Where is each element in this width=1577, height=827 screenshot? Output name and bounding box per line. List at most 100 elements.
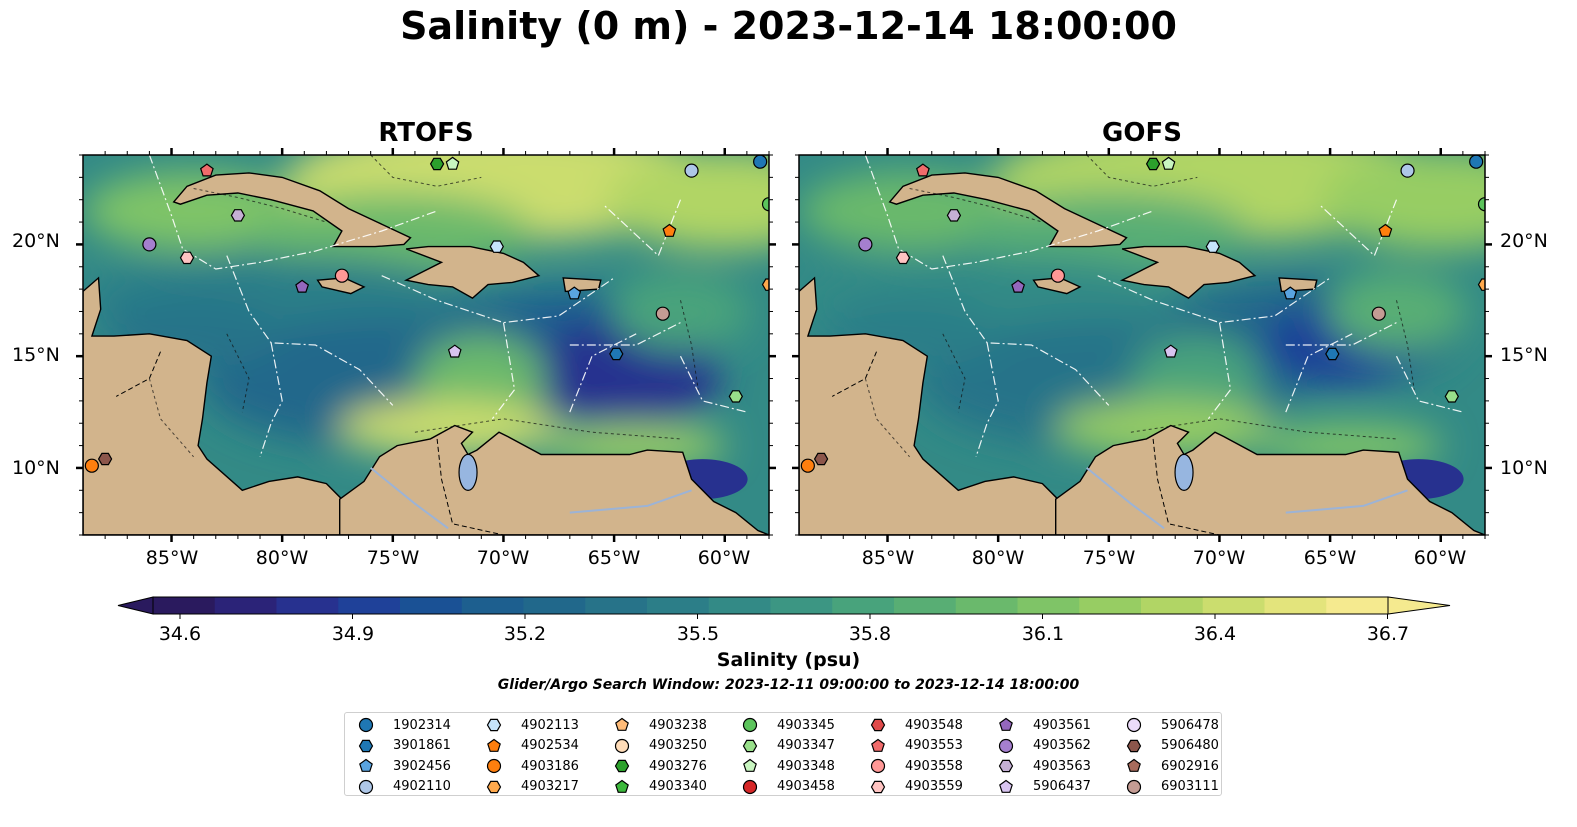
- lon-label-65w-gofs: 65°W: [1303, 547, 1357, 569]
- legend-marker-shape: [486, 718, 502, 732]
- legend-label: 4902113: [521, 717, 579, 733]
- legend-label: 3901861: [393, 738, 451, 753]
- legend-item-5906480: 5906480: [1125, 736, 1219, 756]
- legend-item-4903347: 4903347: [741, 736, 835, 756]
- colorbar-segment: [1079, 597, 1142, 614]
- lake-maracaibo: [458, 453, 478, 492]
- legend-marker-icon: [486, 780, 502, 793]
- float-marker-4902534: [1378, 223, 1393, 237]
- legend-marker-icon: [614, 759, 630, 773]
- colorbar-segment: [276, 597, 339, 614]
- legend-marker-icon: [1127, 758, 1141, 772]
- contour-line: [1130, 418, 1397, 440]
- legend-item-3902456: 3902456: [357, 756, 451, 776]
- legend-label: 4903348: [777, 758, 835, 774]
- legend-marker-icon: [615, 717, 629, 731]
- contour-line: [942, 333, 966, 413]
- legend-marker-shape: [358, 739, 374, 752]
- eez-line: [491, 322, 516, 420]
- legend: 1902314 3901861 3902456 4902110 4902113 49025…: [344, 712, 1222, 796]
- contour-line: [909, 188, 1043, 223]
- colorbar-segment: [647, 597, 710, 614]
- salinity-anomaly: [1320, 155, 1485, 250]
- lat-label-20n-left: 20°N: [12, 230, 60, 252]
- land-hispaniola: [1119, 245, 1257, 299]
- lat-label-10n-right: 10°N: [1500, 457, 1548, 479]
- float-marker-4903561: [295, 279, 310, 293]
- legend-label: 4903458: [777, 779, 835, 794]
- float-marker-4903186: [800, 458, 815, 473]
- colorbar-segment: [1264, 597, 1327, 614]
- legend-marker-icon: [615, 779, 629, 793]
- legend-marker-icon: [742, 717, 758, 733]
- float-marker-4903558: [1050, 268, 1066, 283]
- land-puertorico: [562, 277, 602, 293]
- eez-line: [602, 199, 682, 257]
- chart-title: Salinity (0 m) - 2023-12-14 18:00:00: [400, 4, 1177, 48]
- eez-line: [1097, 275, 1331, 324]
- legend-marker-shape: [998, 759, 1014, 773]
- legend-item-4902110: 4902110: [357, 777, 451, 797]
- float-marker-6903111: [655, 306, 670, 321]
- eez-line: [259, 342, 283, 457]
- lon-label-75w-gofs: 75°W: [1082, 547, 1136, 569]
- colorbar-extend-min: [117, 596, 154, 615]
- land-central: [799, 276, 1059, 535]
- legend-item-6902916: 6902916: [1125, 756, 1219, 776]
- eez-line: [1318, 199, 1398, 257]
- land-hispaniola: [403, 245, 541, 299]
- legend-label: 6903111: [1161, 779, 1219, 794]
- legend-label: 5906480: [1161, 738, 1219, 753]
- float-marker-4903276: [429, 157, 445, 171]
- legend-label: 1902314: [393, 717, 451, 733]
- bathymetry-contours: [148, 155, 699, 458]
- legend-label: 4903340: [649, 779, 707, 794]
- legend-label: 4903186: [521, 758, 579, 774]
- legend-marker-shape: [487, 738, 501, 752]
- colorbar-segment: [338, 597, 401, 614]
- salinity-anomaly: [604, 155, 769, 250]
- land-cuba: [888, 172, 1128, 248]
- river: [1086, 467, 1165, 530]
- float-marker-5906437: [447, 344, 462, 358]
- legend-item-5906437: 5906437: [997, 777, 1091, 797]
- legend-item-1902314: 1902314: [357, 715, 451, 735]
- legend-label: 5906437: [1033, 779, 1091, 794]
- float-marker-4903563: [230, 209, 246, 222]
- lon-label-65w-rtofs: 65°W: [587, 547, 641, 569]
- lon-label-80w-gofs: 80°W: [971, 547, 1025, 569]
- legend-item-4903186: 4903186: [485, 756, 579, 776]
- float-marker-4902110: [1400, 163, 1415, 178]
- float-marker-5906480: [97, 452, 113, 466]
- colorbar-segment: [1141, 597, 1204, 614]
- eez-line: [1395, 355, 1464, 413]
- search-window-text: Glider/Argo Search Window: 2023-12-11 09…: [497, 677, 1080, 693]
- map-panel-rtofs: [83, 155, 769, 535]
- contour-line: [370, 155, 482, 187]
- eez-line: [1285, 333, 1353, 413]
- legend-marker-shape: [1127, 758, 1141, 772]
- colorbar: [117, 596, 1451, 619]
- legend-label: 4903561: [1033, 717, 1091, 733]
- legend-marker-shape: [486, 780, 502, 793]
- legend-marker-icon: [358, 739, 374, 752]
- colorbar-segment: [1202, 597, 1266, 614]
- legend-item-4902534: 4902534: [485, 736, 579, 756]
- legend-marker-shape: [1126, 779, 1142, 794]
- legend-item-4903559: 4903559: [869, 777, 963, 797]
- land-south: [339, 424, 769, 535]
- colorbar-segment: [955, 597, 1019, 614]
- eez-line: [942, 255, 1110, 406]
- legend-label: 4903250: [649, 738, 707, 753]
- legend-label: 4903562: [1033, 738, 1091, 753]
- float-marker-1902314: [753, 155, 768, 169]
- float-marker-3901861: [609, 347, 624, 361]
- float-marker-3902456: [567, 286, 582, 300]
- legend-marker-shape: [871, 738, 885, 752]
- frame-gofs: [798, 154, 1486, 536]
- float-marker-1902314: [1469, 155, 1484, 169]
- lat-label-15n-left: 15°N: [12, 344, 60, 366]
- legend-marker-shape: [614, 759, 630, 773]
- river: [569, 489, 692, 514]
- eez-line: [1207, 322, 1232, 420]
